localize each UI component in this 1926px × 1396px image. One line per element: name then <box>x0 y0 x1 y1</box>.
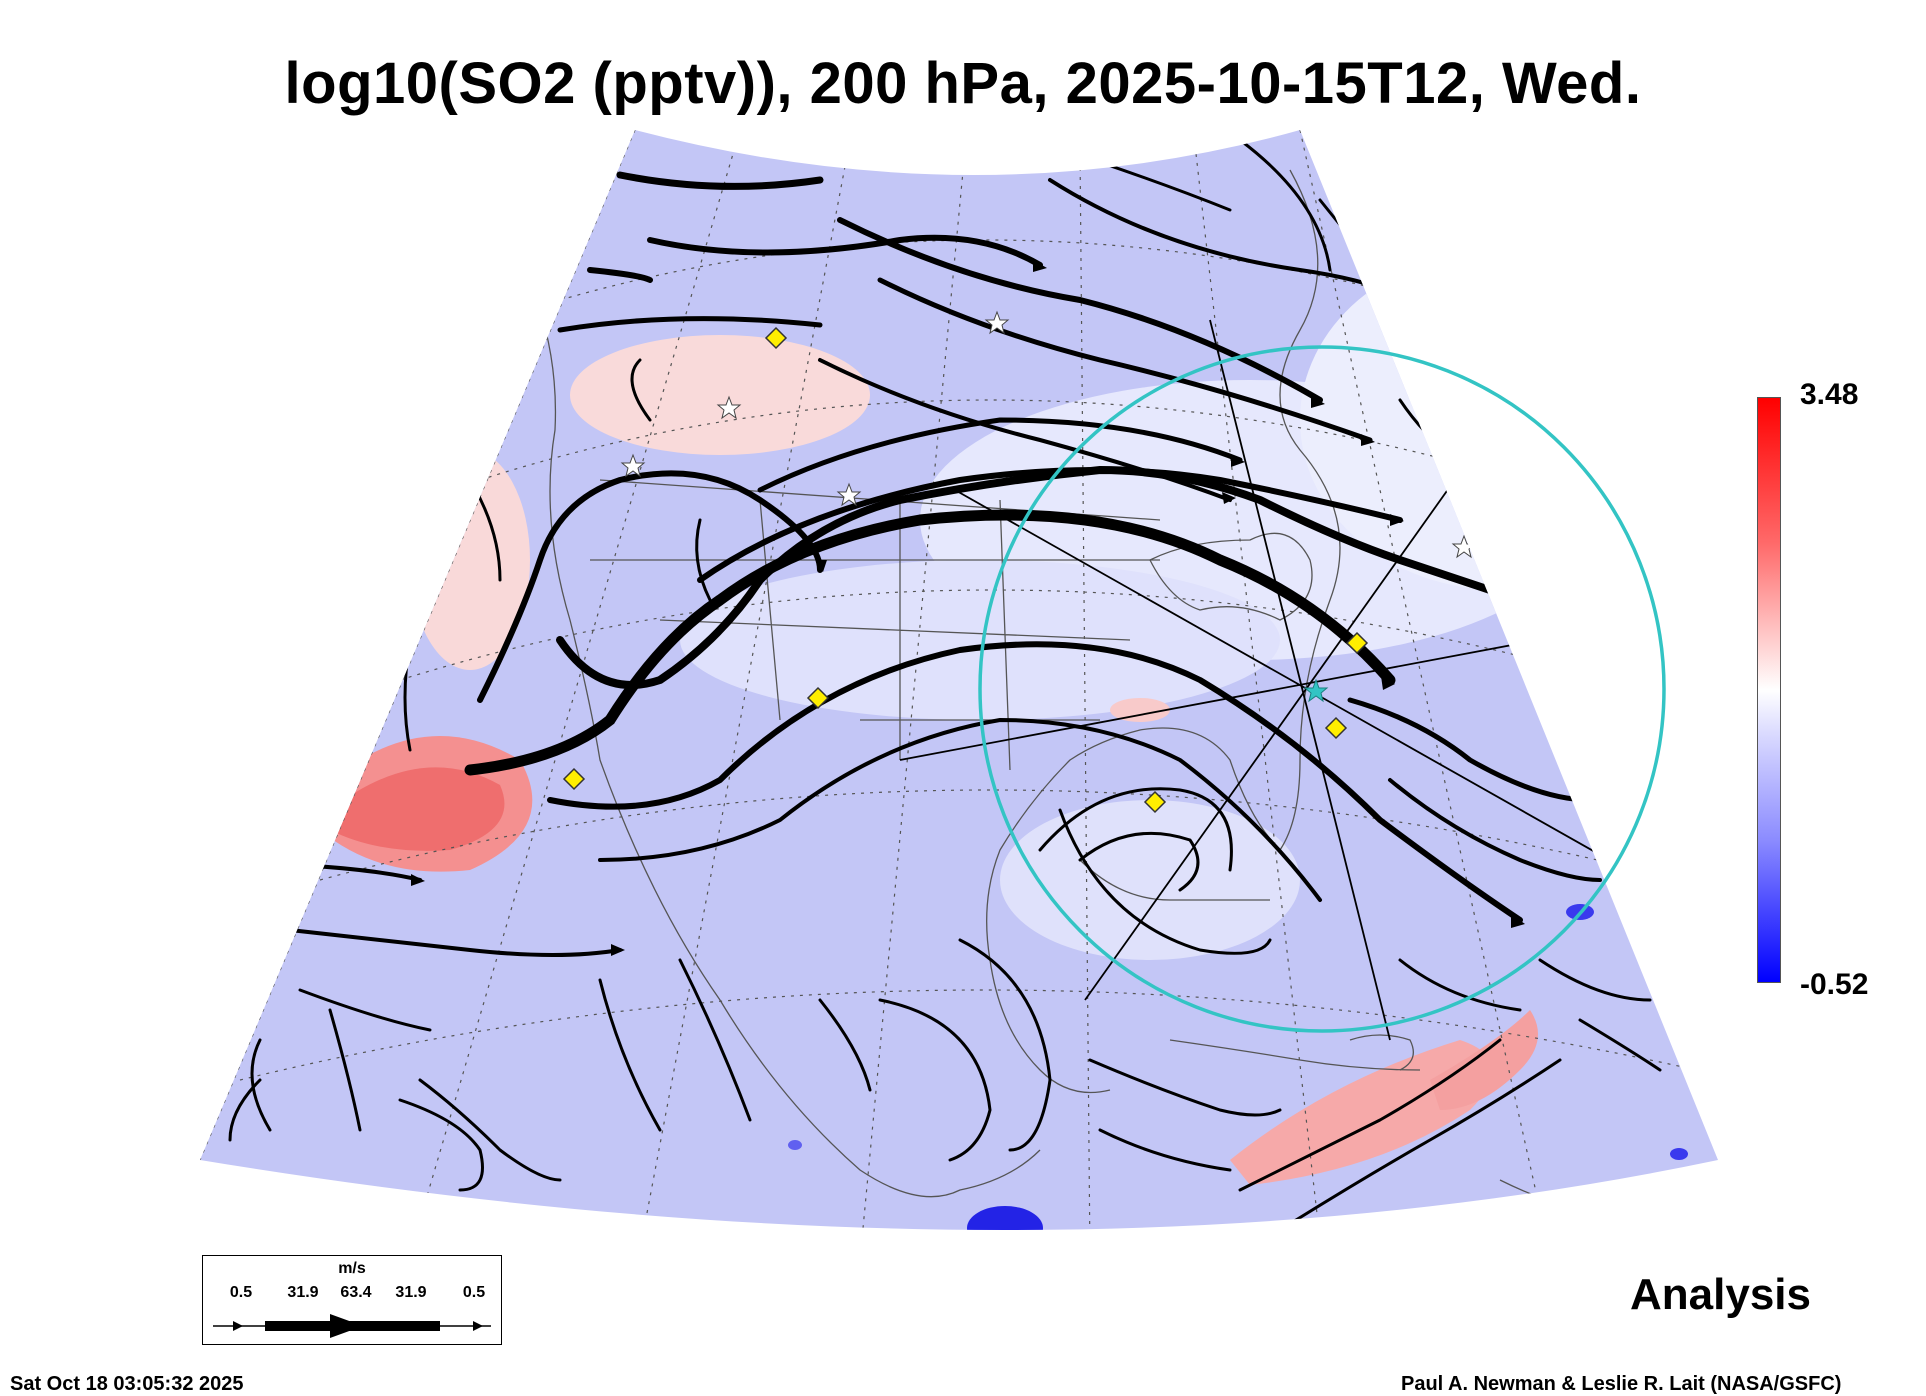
analysis-label: Analysis <box>1630 1270 1811 1319</box>
legend-tick: 63.4 <box>340 1284 372 1301</box>
site-marker <box>764 326 788 350</box>
site-marker <box>806 686 830 710</box>
site-marker <box>1143 790 1167 814</box>
footer-timestamp: Sat Oct 18 03:05:32 2025 <box>10 1373 244 1395</box>
legend-arrow-scale <box>213 1314 491 1338</box>
colorbar-min-label: -0.52 <box>1800 968 1869 1001</box>
colorbar <box>1757 397 1781 983</box>
site-marker <box>1345 631 1369 655</box>
legend-unit: m/s <box>338 1260 366 1277</box>
center-star <box>1303 678 1329 703</box>
site-marker <box>1324 716 1348 740</box>
site-marker <box>562 767 586 791</box>
legend-tick: 0.5 <box>462 1284 486 1301</box>
legend-tick: 0.5 <box>229 1284 253 1301</box>
plot-title: log10(SO2 (pptv)), 200 hPa, 2025-10-15T1… <box>284 51 1642 116</box>
legend-tick: 31.9 <box>287 1284 319 1301</box>
footer-credit: Paul A. Newman & Leslie R. Lait (NASA/GS… <box>1401 1373 1842 1395</box>
colorbar-max-label: 3.48 <box>1800 378 1859 411</box>
legend-tick: 31.9 <box>395 1284 427 1301</box>
trajectory-circle <box>978 345 1666 1033</box>
wind-speed-legend: m/s 0.5 31.9 63.4 31.9 0.5 <box>202 1255 502 1345</box>
site-markers <box>562 326 1369 814</box>
